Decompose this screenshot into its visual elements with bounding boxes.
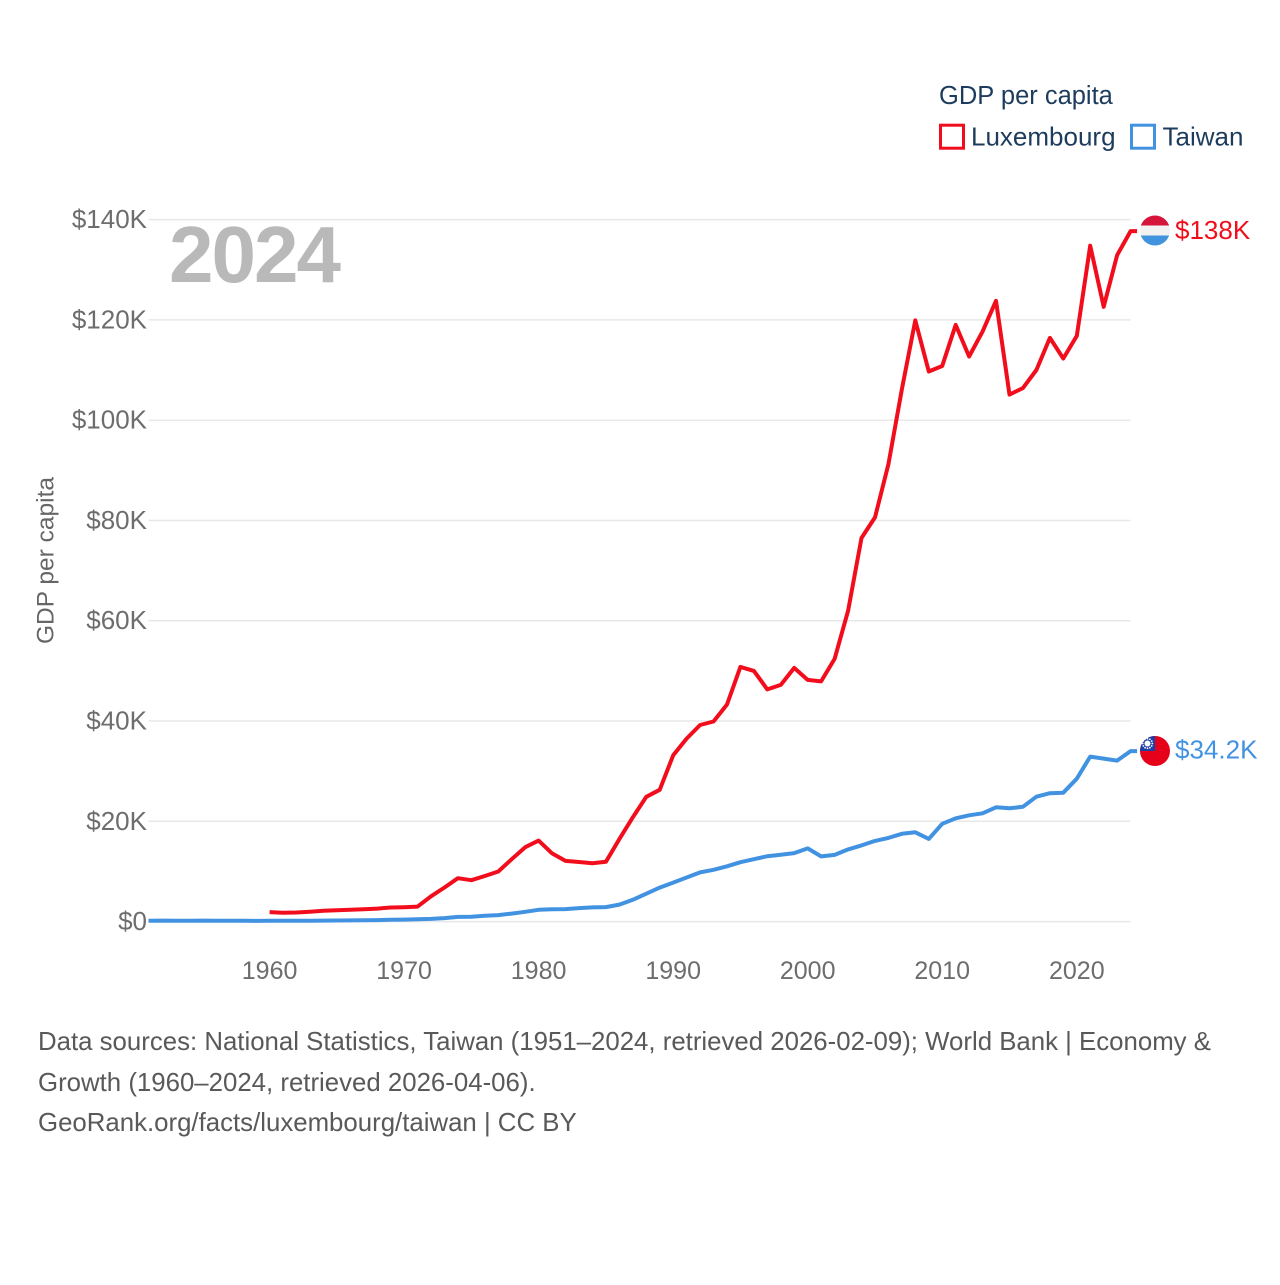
svg-text:Data sources: National Statist: Data sources: National Statistics, Taiwa… — [38, 1028, 1211, 1056]
svg-text:2020: 2020 — [1049, 957, 1105, 985]
svg-text:1990: 1990 — [645, 957, 701, 985]
svg-text:1970: 1970 — [376, 957, 432, 985]
svg-text:GDP per capita: GDP per capita — [939, 82, 1114, 110]
svg-text:1980: 1980 — [511, 957, 567, 985]
svg-text:$80K: $80K — [86, 505, 147, 535]
svg-text:$34.2K: $34.2K — [1175, 735, 1258, 765]
svg-text:Luxembourg: Luxembourg — [971, 122, 1116, 152]
svg-text:$0: $0 — [118, 906, 147, 936]
svg-text:Growth (1960–2024, retrieved 2: Growth (1960–2024, retrieved 2026-04-06)… — [38, 1069, 536, 1097]
svg-text:$138K: $138K — [1175, 215, 1251, 245]
svg-text:$60K: $60K — [86, 605, 147, 635]
svg-text:2024: 2024 — [169, 210, 341, 299]
svg-text:2000: 2000 — [780, 957, 836, 985]
svg-text:GDP per capita: GDP per capita — [33, 477, 60, 644]
svg-text:2010: 2010 — [914, 957, 970, 985]
svg-text:Taiwan: Taiwan — [1163, 122, 1244, 152]
svg-text:$120K: $120K — [72, 304, 148, 334]
svg-text:$140K: $140K — [72, 204, 148, 234]
svg-text:1960: 1960 — [242, 957, 298, 985]
svg-text:$100K: $100K — [72, 405, 148, 435]
svg-text:$40K: $40K — [86, 706, 147, 736]
svg-text:GeoRank.org/facts/luxembourg/t: GeoRank.org/facts/luxembourg/taiwan | CC… — [38, 1109, 577, 1137]
svg-text:$20K: $20K — [86, 806, 147, 836]
